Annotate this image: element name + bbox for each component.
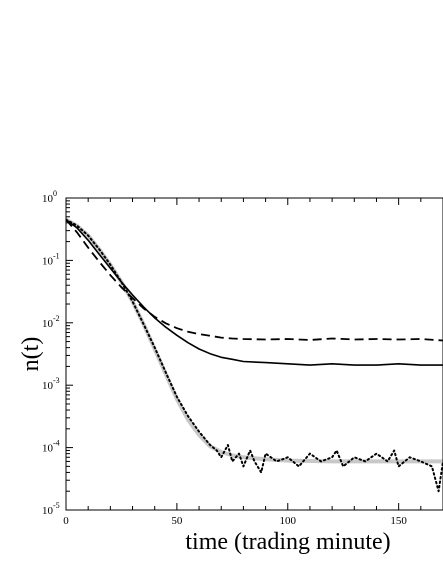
x-tick-label: 0 [63, 515, 69, 527]
x-axis-title: time (trading minute) [185, 529, 390, 555]
x-tick-label: 100 [280, 515, 297, 527]
plot-frame [65, 197, 443, 511]
series-line-dotted [66, 218, 443, 493]
y-axis-title: n(t) [18, 337, 44, 372]
series-line-solid-thick [66, 217, 443, 464]
y-tick-label: 10-3 [42, 376, 60, 392]
y-tick-label: 10-1 [42, 251, 60, 267]
y-tick-label: 10-4 [42, 439, 60, 455]
series-line-solid [66, 218, 443, 366]
y-tick-label: 10-5 [42, 501, 60, 517]
series-line-dashed [66, 219, 443, 342]
series-layer [66, 217, 443, 493]
x-tick-label: 150 [390, 515, 407, 527]
tick-layer: 0 50 100 150 10-5 10-4 10-3 10-2 10-1 100 [42, 189, 443, 527]
y-tick-label: 100 [42, 189, 57, 205]
x-tick-label: 50 [171, 515, 183, 527]
y-tick-label: 10-2 [42, 314, 60, 330]
